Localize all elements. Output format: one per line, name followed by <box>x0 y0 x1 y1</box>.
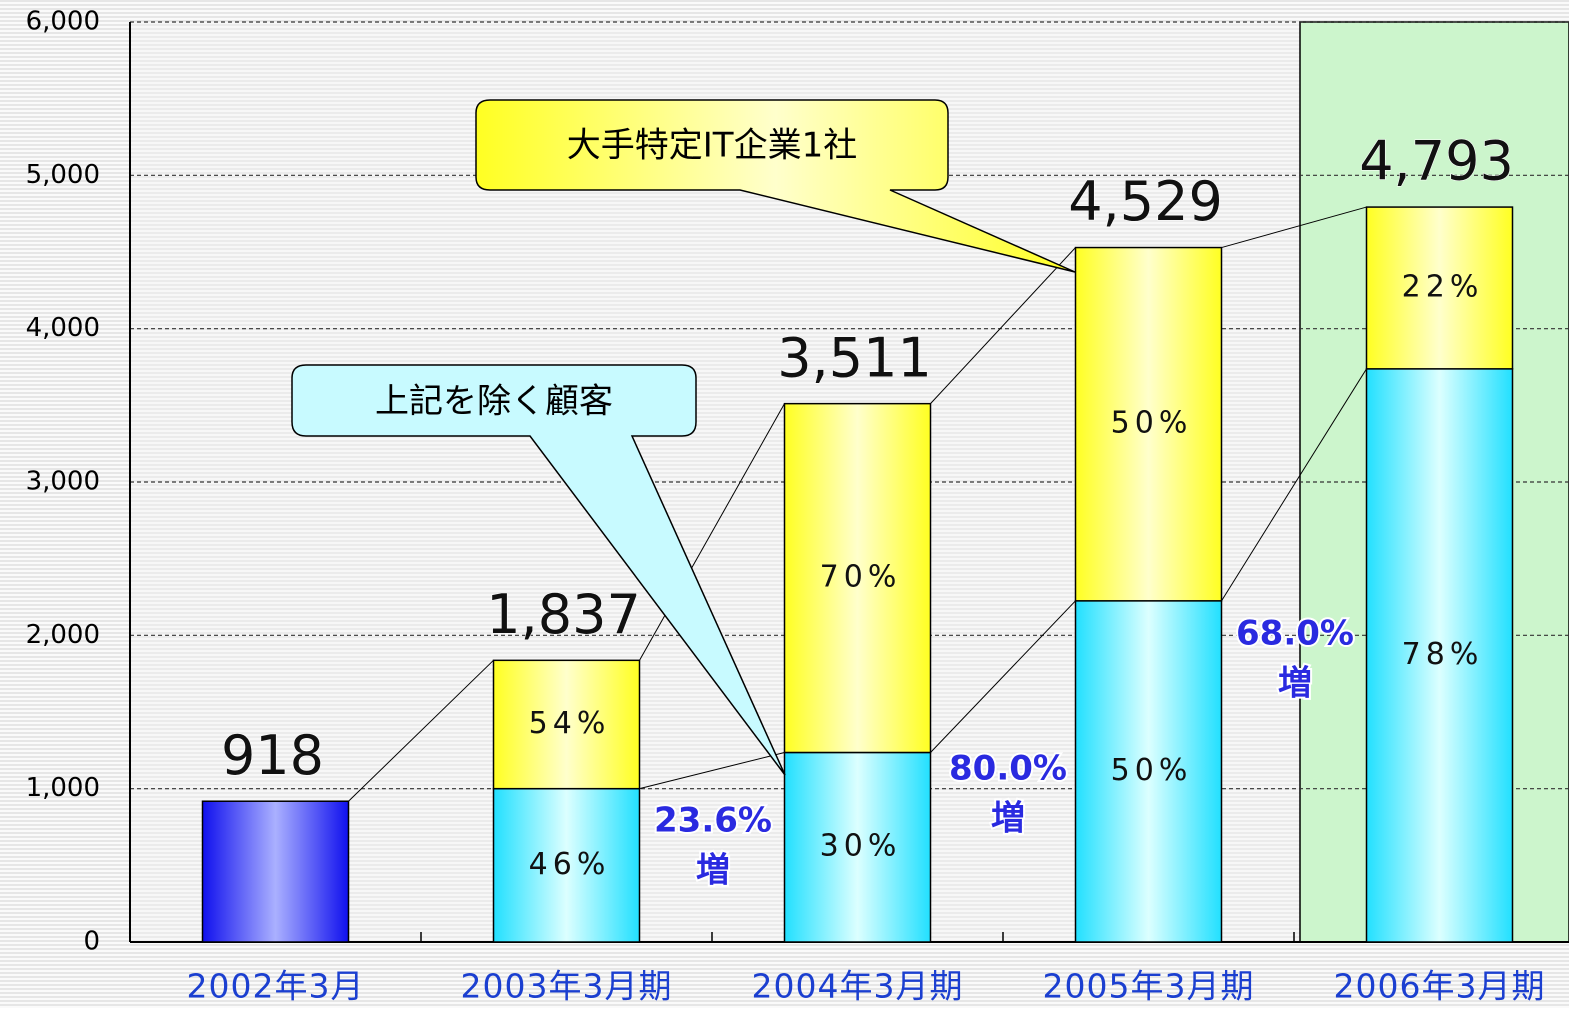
total-label: 4,529 <box>1068 170 1223 233</box>
bar-segment <box>783 402 932 754</box>
total-label: 4,793 <box>1359 130 1514 193</box>
y-tick-label: 0 <box>83 927 100 957</box>
x-tick-label: 2002年3月 <box>187 967 365 1006</box>
segment-label: 78% <box>1402 637 1484 672</box>
callout-text: 上記を除く顧客 <box>375 382 613 422</box>
x-tick-label: 2005年3月期 <box>1043 967 1255 1006</box>
connector <box>930 600 1076 753</box>
connector <box>348 659 494 802</box>
callout-text: 大手特定IT企業1社 <box>567 126 857 166</box>
growth-label: 68.0% <box>1236 614 1354 654</box>
y-tick-label: 4,000 <box>26 313 100 343</box>
connector <box>930 247 1076 404</box>
y-tick-label: 1,000 <box>26 773 100 803</box>
connector <box>639 751 785 790</box>
y-tick-label: 3,000 <box>26 467 100 497</box>
segment-label: 22% <box>1402 269 1484 304</box>
segment-label: 46% <box>529 847 611 882</box>
growth-suffix: 増 <box>991 799 1025 839</box>
bar-segment <box>492 787 641 943</box>
growth-suffix: 増 <box>696 851 730 891</box>
growth-label: 80.0% <box>949 749 1067 789</box>
growth-suffix: 増 <box>1278 664 1312 704</box>
segment-label: 50% <box>1111 406 1193 441</box>
x-tick-label: 2004年3月期 <box>752 967 964 1006</box>
callout-cyan <box>291 364 786 776</box>
segment-label: 30% <box>820 829 902 864</box>
growth-label: 23.6% <box>654 801 772 841</box>
total-label: 3,511 <box>777 326 932 389</box>
connector <box>1221 368 1367 602</box>
segment-label: 70% <box>820 560 902 595</box>
connector <box>639 403 785 661</box>
x-tick-label: 2006年3月期 <box>1334 967 1546 1006</box>
total-label: 918 <box>221 724 324 787</box>
callout-yellow <box>475 99 1076 273</box>
segment-label: 54% <box>529 706 611 741</box>
y-tick-label: 5,000 <box>26 160 100 190</box>
bar-segment <box>783 751 932 943</box>
y-tick-label: 6,000 <box>26 7 100 37</box>
segment-label: 50% <box>1111 753 1193 788</box>
y-tick-label: 2,000 <box>26 620 100 650</box>
bar-segment <box>1365 206 1514 370</box>
x-tick-label: 2003年3月期 <box>461 967 673 1006</box>
total-label: 1,837 <box>486 583 641 646</box>
bar-segment <box>492 659 641 790</box>
connector <box>1221 206 1367 249</box>
bar-segment <box>1365 368 1514 943</box>
bar-segment <box>201 800 350 943</box>
bar-segment <box>1074 246 1223 602</box>
bar-segment <box>1074 600 1223 943</box>
